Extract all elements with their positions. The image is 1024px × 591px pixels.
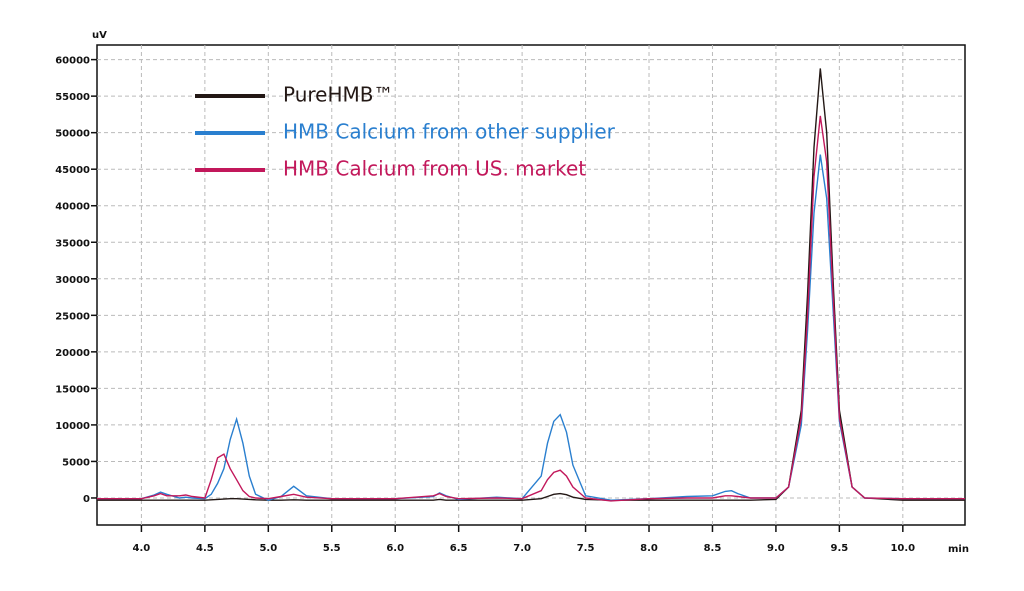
x-tick-label: 9.5 [831, 543, 849, 554]
x-tick-label: 10.0 [890, 543, 915, 554]
x-tick-label: 5.0 [259, 543, 277, 554]
x-tick-label: 4.5 [196, 543, 214, 554]
x-tick-label: 7.5 [577, 543, 595, 554]
y-tick-label: 30000 [55, 275, 90, 286]
y-tick-label: 5000 [62, 457, 90, 468]
x-tick-label: 4.0 [133, 543, 151, 554]
y-tick-label: 35000 [55, 238, 90, 249]
y-tick-label: 60000 [55, 56, 90, 67]
y-tick-label: 50000 [55, 129, 90, 140]
legend-label: HMB Calcium from US. market [283, 157, 586, 181]
x-tick-label: 9.0 [767, 543, 785, 554]
y-tick-label: 45000 [55, 165, 90, 176]
y-tick-label: 10000 [55, 421, 90, 432]
legend-label: HMB Calcium from other supplier [283, 120, 616, 144]
y-tick-label: 55000 [55, 92, 90, 103]
legend-label: PureHMB™ [283, 83, 394, 107]
y-tick-label: 40000 [55, 202, 90, 213]
x-tick-label: 8.5 [704, 543, 722, 554]
y-tick-label: 0 [83, 494, 90, 505]
plot-frame [96, 44, 966, 526]
series-line [97, 115, 965, 502]
x-tick-label: 5.5 [323, 543, 341, 554]
y-axis-label: uV [92, 30, 107, 41]
x-tick-label: 6.5 [450, 543, 468, 554]
y-tick-label: 15000 [55, 384, 90, 395]
x-tick-label: 6.0 [386, 543, 404, 554]
x-axis-label: min [948, 544, 969, 555]
series-line [97, 68, 965, 501]
y-tick-label: 25000 [55, 311, 90, 322]
x-tick-label: 7.0 [513, 543, 531, 554]
x-tick-label: 8.0 [640, 543, 658, 554]
y-tick-label: 20000 [55, 348, 90, 359]
